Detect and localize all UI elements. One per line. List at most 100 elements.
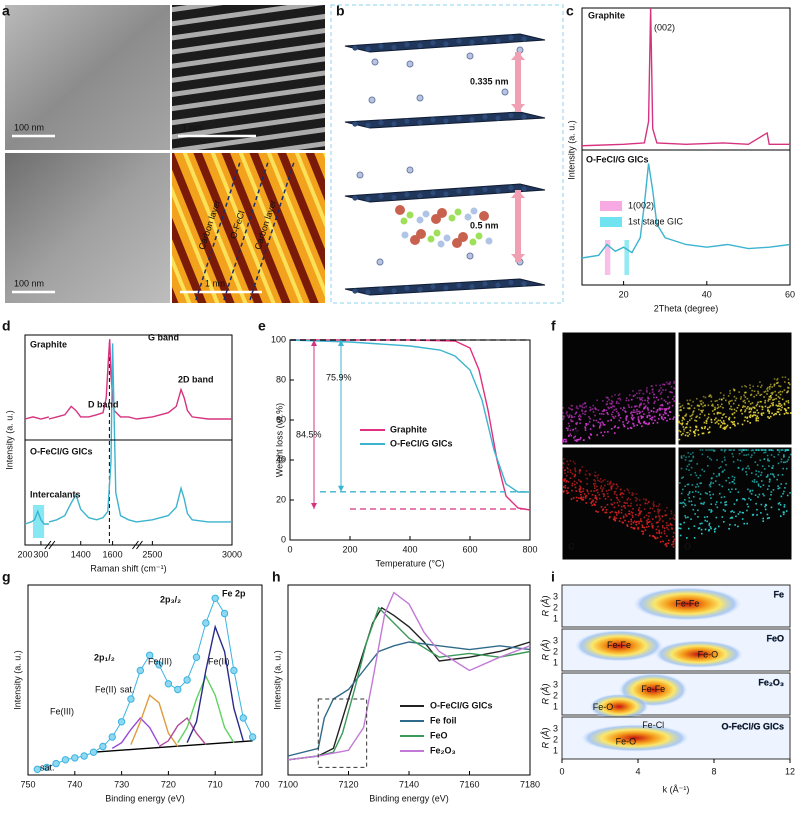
map-dot xyxy=(574,469,576,471)
map-dot xyxy=(768,417,771,419)
arrow-head xyxy=(311,503,317,509)
map-dot xyxy=(571,420,574,423)
map-dot xyxy=(661,408,664,410)
map-dot xyxy=(776,449,779,451)
map-dot xyxy=(655,515,657,518)
map-dot xyxy=(723,496,726,498)
map-dot xyxy=(638,421,640,424)
map-dot xyxy=(701,410,703,412)
map-dot xyxy=(630,523,633,525)
map-dot xyxy=(739,449,742,451)
map-dot xyxy=(778,400,780,403)
map-dot xyxy=(602,434,604,437)
map-dot xyxy=(681,488,684,491)
map-dot xyxy=(744,405,746,408)
map-dot xyxy=(562,407,565,409)
annotation: 75.9% xyxy=(326,372,352,382)
r-tick-label: 3 xyxy=(553,723,558,733)
x-tick-label: 0 xyxy=(559,766,564,776)
map-dot xyxy=(744,409,747,411)
map-dot xyxy=(720,403,723,406)
data-point xyxy=(99,742,107,751)
map-dot xyxy=(767,398,770,401)
map-dot xyxy=(570,416,573,419)
annotation: (002) xyxy=(654,22,675,32)
map-dot xyxy=(693,407,696,409)
map-dot xyxy=(579,415,582,418)
map-dot xyxy=(589,406,591,409)
atom xyxy=(521,114,527,120)
r-tick-label: 3 xyxy=(553,679,558,689)
map-dot xyxy=(697,477,700,479)
map-dot xyxy=(721,449,724,451)
map-dot xyxy=(690,460,692,462)
map-dot xyxy=(691,413,694,416)
map-dot xyxy=(699,522,701,525)
map-dot xyxy=(783,490,785,493)
map-dot xyxy=(612,483,614,485)
map-dot xyxy=(615,511,618,514)
legend-label: 1(002) xyxy=(628,200,654,210)
annotation: sat. xyxy=(120,684,135,694)
map-dot xyxy=(789,383,791,386)
map-dot xyxy=(631,492,634,494)
annotation: Intercalants xyxy=(30,489,81,499)
map-dot xyxy=(564,440,566,443)
map-dot xyxy=(722,520,725,523)
map-dot xyxy=(747,488,749,491)
map-dot xyxy=(747,453,750,456)
data-line xyxy=(287,591,531,761)
map-dot xyxy=(594,501,597,503)
map-dot xyxy=(733,423,736,426)
map-dot xyxy=(579,405,581,408)
map-dot xyxy=(667,528,670,531)
map-dot xyxy=(682,432,684,435)
map-dot xyxy=(652,505,655,508)
map-dot xyxy=(654,400,656,403)
map-dot xyxy=(702,401,705,404)
map-dot xyxy=(627,404,630,406)
map-dot xyxy=(603,424,606,426)
axis-label: R (Å) xyxy=(540,684,550,705)
data-point xyxy=(71,754,79,762)
map-dot xyxy=(636,410,638,413)
map-dot xyxy=(772,449,774,452)
map-dot xyxy=(720,421,723,423)
axis-label: Binding energy (eV) xyxy=(369,793,449,803)
map-dot xyxy=(578,497,580,499)
map-dot xyxy=(662,389,664,391)
map-dot xyxy=(646,399,649,402)
map-dot xyxy=(626,422,629,425)
map-dot xyxy=(598,480,601,483)
map-dot xyxy=(690,404,693,407)
annotation: sat. xyxy=(40,762,55,772)
map-dot xyxy=(705,422,708,424)
map-dot xyxy=(611,503,614,506)
map-dot xyxy=(616,497,618,499)
map-dot xyxy=(638,392,641,395)
map-dot xyxy=(779,393,782,396)
map-dot xyxy=(731,475,734,478)
map-dot xyxy=(709,494,711,496)
map-dot xyxy=(694,419,696,422)
map-dot xyxy=(693,525,696,528)
map-dot xyxy=(616,484,618,486)
map-dot xyxy=(651,525,653,528)
atom xyxy=(482,281,488,287)
peak-label: Fe-Fe xyxy=(607,640,631,650)
map-dot xyxy=(728,449,730,451)
map-dot xyxy=(599,418,601,420)
map-dot xyxy=(746,407,748,410)
map-dot xyxy=(646,416,649,419)
map-dot xyxy=(757,385,759,388)
atom xyxy=(475,232,483,240)
map-dot xyxy=(642,530,645,533)
map-dot xyxy=(583,493,586,495)
data-point xyxy=(248,733,257,741)
data-line xyxy=(24,416,50,420)
map-dot xyxy=(690,518,692,521)
map-dot xyxy=(728,527,730,530)
map-dot xyxy=(741,469,744,471)
map-dot xyxy=(737,467,740,469)
map-dot xyxy=(766,386,769,389)
